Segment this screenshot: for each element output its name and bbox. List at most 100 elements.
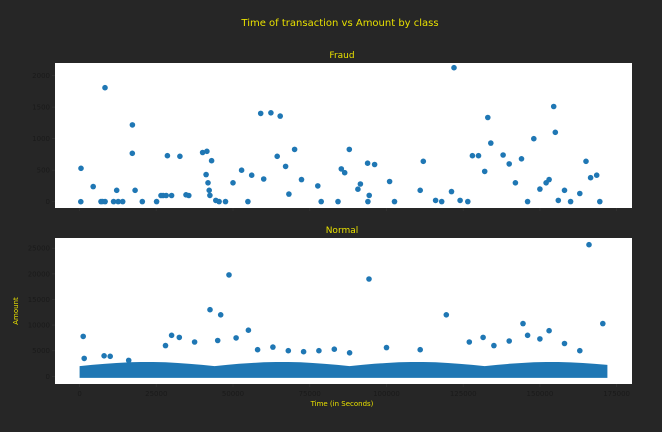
fraud-point <box>291 146 298 153</box>
fraud-point <box>485 114 491 121</box>
normal-points <box>80 241 606 364</box>
fraud-point <box>260 176 267 182</box>
fraud-point <box>318 198 325 205</box>
fraud-point <box>102 84 108 91</box>
fraud-point <box>230 180 236 186</box>
fraud-point <box>465 198 471 205</box>
fraud-point <box>163 192 169 199</box>
normal-point <box>254 346 261 353</box>
normal-point <box>443 312 450 318</box>
fraud-point <box>335 198 341 205</box>
normal-point <box>107 353 113 360</box>
fraud-point <box>129 122 136 128</box>
normal-point <box>176 334 183 341</box>
normal-point <box>537 336 543 342</box>
fraud-x-axis <box>79 208 618 211</box>
normal-point <box>546 327 552 334</box>
fraud-point <box>205 180 211 186</box>
normal-point <box>270 344 276 350</box>
fraud-point <box>115 198 121 205</box>
fraud-point <box>238 167 245 173</box>
normal-point <box>316 347 322 354</box>
fraud-point <box>537 186 543 192</box>
normal-x-tick-label: 125000 <box>450 390 477 398</box>
normal-point <box>226 272 232 278</box>
normal-y-tick-label: 5000 <box>32 347 50 355</box>
fraud-point <box>371 161 378 168</box>
fraud-point <box>164 152 171 159</box>
fraud-point <box>110 198 117 205</box>
fraud-point <box>90 183 96 190</box>
fraud-point <box>222 198 229 205</box>
fraud-point <box>438 198 445 205</box>
fraud-y-axis: 0 500 1000 1500 2000 <box>32 72 55 206</box>
fraud-point <box>583 158 589 165</box>
normal-plot-area <box>55 238 632 384</box>
fraud-point <box>315 183 321 189</box>
fraud-point <box>469 152 476 159</box>
fraud-point <box>298 176 305 183</box>
normal-point <box>383 344 390 351</box>
fraud-point <box>550 103 557 110</box>
normal-dense-region <box>79 362 608 378</box>
fraud-point <box>386 178 393 185</box>
normal-point <box>586 241 592 248</box>
fraud-point <box>203 171 209 178</box>
fraud-point <box>245 198 251 205</box>
normal-point <box>168 332 175 339</box>
normal-x-tick-label: 25000 <box>145 390 167 398</box>
fraud-point <box>277 113 284 119</box>
fraud-point <box>206 187 212 194</box>
normal-y-axis: 0 5000 10000 15000 20000 25000 <box>28 245 55 381</box>
figure-title: Time of transaction vs Amount by class <box>240 18 438 29</box>
fraud-point <box>216 198 222 205</box>
fraud-point <box>475 152 482 159</box>
fraud-point <box>78 198 84 205</box>
fraud-point <box>561 187 568 194</box>
fraud-point <box>282 163 289 170</box>
normal-point <box>245 327 252 334</box>
fraud-y-tick-label: 2000 <box>32 72 50 80</box>
fraud-point <box>593 172 600 178</box>
fraud-point <box>341 169 348 176</box>
normal-point <box>300 348 307 355</box>
fraud-point <box>587 174 594 181</box>
fraud-point <box>186 192 192 199</box>
normal-x-tick-label: 175000 <box>603 390 630 398</box>
normal-point <box>81 355 87 362</box>
fraud-point <box>531 135 537 142</box>
fraud-point <box>364 160 371 166</box>
fraud-y-tick-label: 1000 <box>32 135 50 143</box>
fraud-point <box>113 187 120 194</box>
fraud-point <box>208 157 215 164</box>
fraud-point <box>346 146 353 153</box>
fraud-point <box>257 110 264 117</box>
fraud-point <box>512 180 519 186</box>
fraud-point <box>432 197 439 204</box>
normal-y-tick-label: 25000 <box>28 245 50 253</box>
fraud-point <box>481 168 488 175</box>
fraud-plot-area <box>55 63 632 208</box>
normal-point <box>506 338 512 344</box>
fraud-point <box>199 149 206 156</box>
fraud-point <box>567 198 574 205</box>
normal-point <box>217 312 224 318</box>
fraud-point <box>129 150 136 157</box>
normal-point <box>480 334 486 341</box>
fraud-point <box>552 129 559 136</box>
fraud-point <box>577 190 583 197</box>
normal-point <box>600 320 606 327</box>
fraud-panel-title: Fraud <box>329 51 354 61</box>
normal-y-tick-label: 20000 <box>28 270 50 278</box>
normal-point <box>80 333 86 340</box>
fraud-points <box>78 64 603 205</box>
fraud-point <box>597 198 603 205</box>
fraud-point <box>274 153 281 160</box>
normal-y-tick-label: 10000 <box>28 322 50 330</box>
normal-x-axis: 0 25000 50000 75000 100000 125000 150000 175000 <box>77 384 630 398</box>
normal-x-tick-label: 150000 <box>527 390 554 398</box>
fraud-point <box>391 198 398 205</box>
fraud-y-tick-label: 0 <box>46 198 50 206</box>
fraud-point <box>366 192 373 199</box>
normal-x-tick-label: 0 <box>77 390 81 398</box>
